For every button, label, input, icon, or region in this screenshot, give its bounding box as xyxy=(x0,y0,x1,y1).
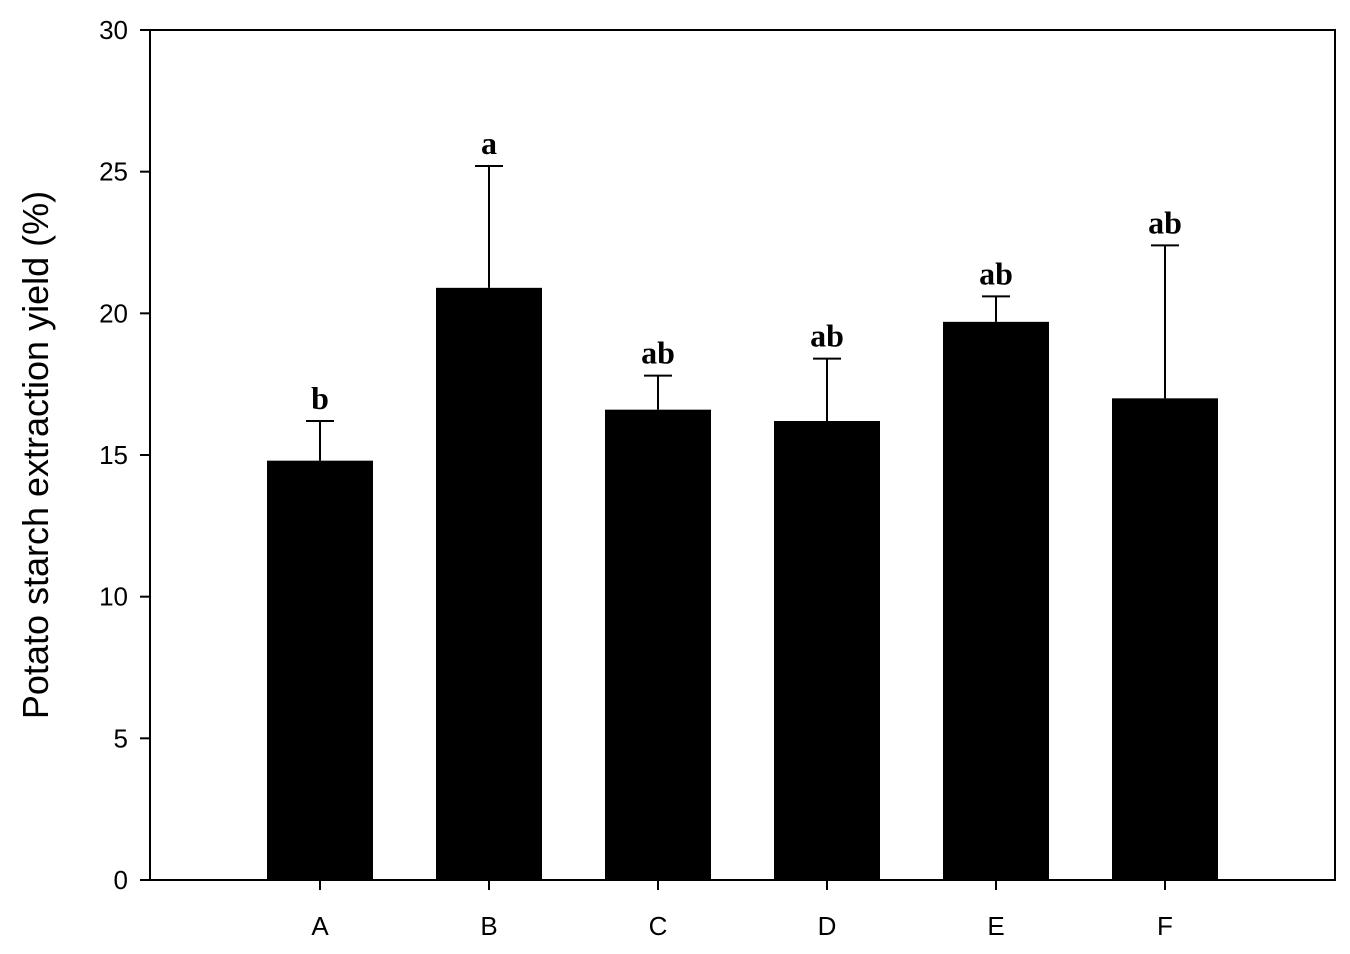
bar xyxy=(436,287,542,880)
bar xyxy=(943,321,1049,880)
bar xyxy=(774,421,880,880)
y-tick-label: 10 xyxy=(99,582,128,612)
y-tick-label: 15 xyxy=(99,440,128,470)
bar xyxy=(1112,398,1218,880)
x-tick-label: A xyxy=(311,911,329,941)
significance-label: ab xyxy=(1148,204,1182,240)
bars xyxy=(267,287,1218,880)
y-tick-label: 5 xyxy=(114,723,128,753)
x-tick-label: F xyxy=(1157,911,1173,941)
significance-label: a xyxy=(481,125,497,161)
significance-label: ab xyxy=(979,255,1013,291)
significance-labels: b a ab ab ab ab xyxy=(311,125,1182,416)
y-tick-label: 25 xyxy=(99,157,128,187)
x-tick-label: E xyxy=(987,911,1004,941)
significance-label: b xyxy=(311,380,329,416)
x-tick-label: B xyxy=(480,911,497,941)
bar xyxy=(267,460,373,880)
x-tick-label: D xyxy=(818,911,837,941)
y-tick-label: 0 xyxy=(114,865,128,895)
significance-label: ab xyxy=(641,335,675,371)
y-tick-label: 30 xyxy=(99,15,128,45)
significance-label: ab xyxy=(810,318,844,354)
bar xyxy=(605,409,711,880)
y-tick-label: 20 xyxy=(99,298,128,328)
y-axis-label: Potato starch extraction yield (%) xyxy=(15,191,56,719)
x-axis-ticks: A B C D E F xyxy=(311,880,1173,941)
y-axis-ticks: 0 5 10 15 20 25 30 xyxy=(99,15,150,895)
x-tick-label: C xyxy=(649,911,668,941)
error-bars xyxy=(306,165,1179,461)
